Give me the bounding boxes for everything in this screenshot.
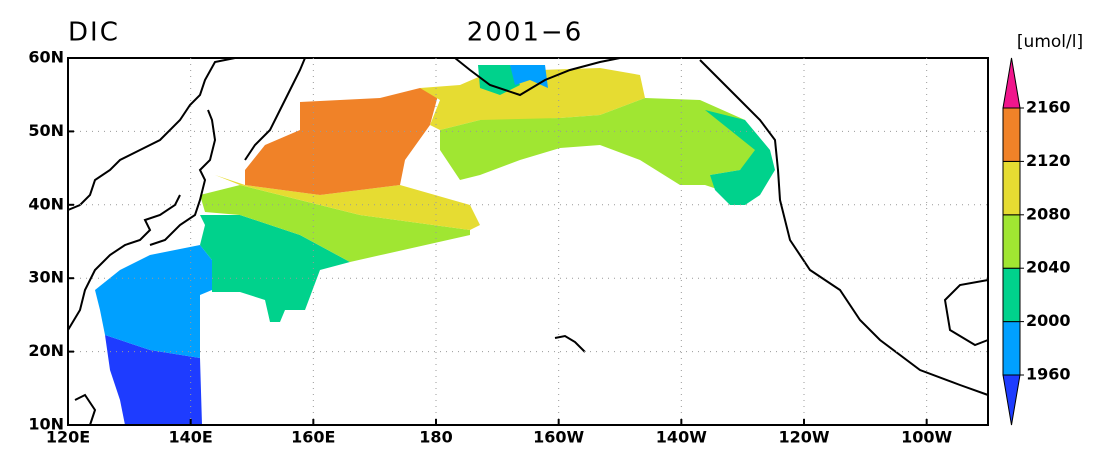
- field-region: [95, 245, 212, 358]
- colorbar: 1960 2000 2040 2080 2120 2160: [1002, 57, 1071, 426]
- field-region: [215, 175, 480, 230]
- title-left: DIC: [68, 18, 120, 48]
- x-tick-label: 120E: [46, 428, 90, 447]
- y-tick-label: 40N: [28, 194, 64, 213]
- y-tick-label: 50N: [28, 121, 64, 140]
- colorbar-label: 2120: [1026, 151, 1071, 170]
- colorbar-label: 2080: [1026, 204, 1071, 223]
- x-tick-label: 120W: [778, 428, 829, 447]
- map-frame: [67, 57, 989, 426]
- coast-hawaii: [554, 334, 586, 353]
- coast-kamchatka: [244, 57, 306, 161]
- coast-korea-china: [67, 194, 181, 331]
- y-tick-label: 60N: [28, 48, 64, 67]
- title-center: 2001−6: [467, 18, 584, 48]
- coast-japan: [149, 109, 217, 246]
- colorbar-box: [1002, 107, 1021, 162]
- coast-north-america: [699, 59, 989, 396]
- x-tick-label: 140W: [656, 428, 707, 447]
- colorbar-box: [1002, 160, 1021, 216]
- x-tick-label: 180: [419, 428, 452, 447]
- y-tick-label: 30N: [28, 268, 64, 287]
- field-region: [420, 68, 645, 130]
- colorbar-high: [1002, 57, 1021, 109]
- colorbar-label: 2040: [1026, 258, 1071, 277]
- dic-field: [95, 65, 775, 425]
- colorbar-low: [1002, 374, 1021, 426]
- x-tick-label: 140E: [169, 428, 213, 447]
- field-region: [105, 335, 202, 425]
- x-tick-label: 100W: [901, 428, 952, 447]
- field-region: [440, 98, 760, 190]
- x-tick-label: 160W: [533, 428, 584, 447]
- field-region: [200, 185, 470, 262]
- x-tick-label: 160E: [291, 428, 335, 447]
- colorbar-box: [1002, 214, 1021, 269]
- coast-philippines: [74, 393, 97, 426]
- field-region: [478, 65, 520, 95]
- colorbar-box: [1002, 321, 1021, 376]
- colorbar-unit: [umol/l]: [1017, 32, 1083, 52]
- colorbar-label: 2160: [1026, 98, 1071, 117]
- axes: 120E 140E 160E 180 160W 140W 120W 100W 10N 20N 30N…: [28, 48, 988, 447]
- field-region: [245, 88, 440, 195]
- y-tick-label: 20N: [28, 341, 64, 360]
- coast-asia: [67, 57, 236, 211]
- coastlines: [67, 57, 989, 426]
- field-region: [705, 110, 775, 205]
- colorbar-box: [1002, 267, 1021, 323]
- coast-mexico-gulf: [943, 279, 989, 347]
- y-tick-label: 10N: [28, 415, 64, 434]
- colorbar-label: 1960: [1026, 365, 1071, 384]
- field-region: [510, 65, 548, 88]
- coast-alaska: [454, 57, 621, 97]
- colorbar-label: 2000: [1026, 311, 1071, 330]
